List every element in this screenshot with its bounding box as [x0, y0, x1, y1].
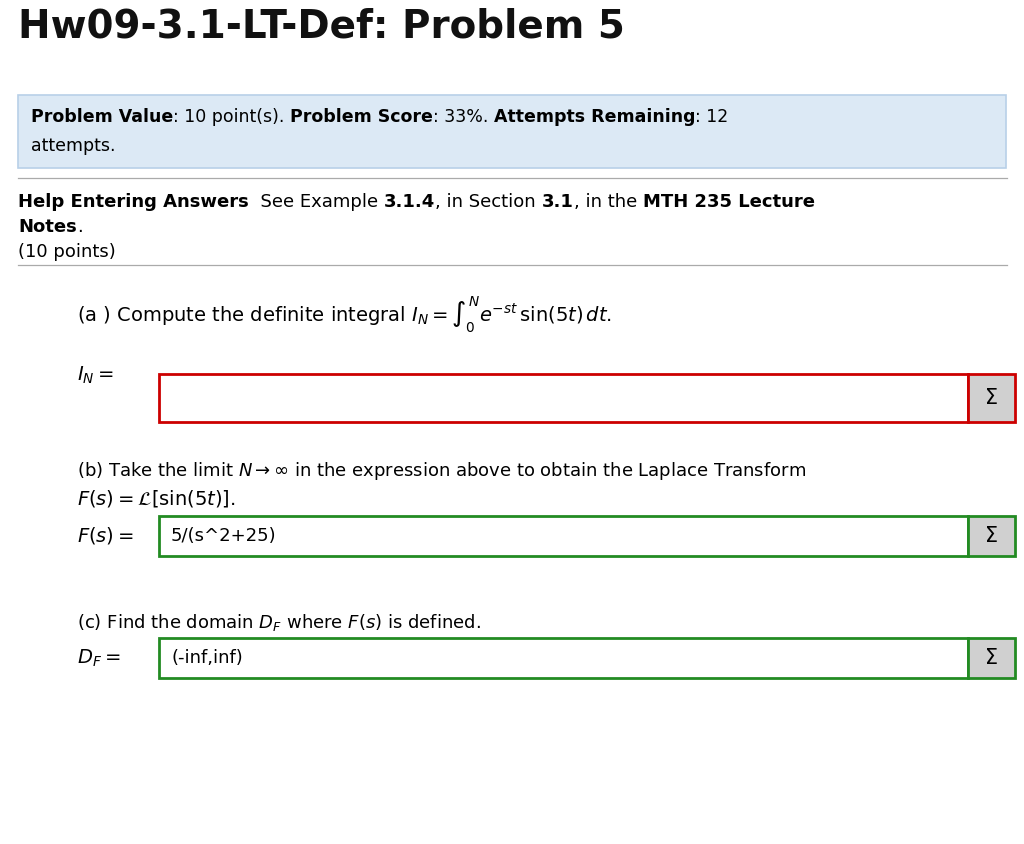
- Text: $\Sigma$: $\Sigma$: [984, 648, 998, 668]
- Text: Problem Score: Problem Score: [290, 108, 433, 126]
- FancyBboxPatch shape: [968, 374, 1015, 422]
- Text: Hw09-3.1-LT-Def: Problem 5: Hw09-3.1-LT-Def: Problem 5: [18, 8, 626, 46]
- Text: Problem Value: Problem Value: [31, 108, 173, 126]
- Text: (c) Find the domain $D_F$ where $F(s)$ is defined.: (c) Find the domain $D_F$ where $F(s)$ i…: [77, 612, 480, 633]
- Text: Notes: Notes: [18, 218, 77, 236]
- Text: See Example: See Example: [249, 193, 384, 211]
- Text: , in the: , in the: [573, 193, 642, 211]
- FancyBboxPatch shape: [159, 374, 968, 422]
- Text: : 33%.: : 33%.: [433, 108, 494, 126]
- Text: $\Sigma$: $\Sigma$: [984, 526, 998, 546]
- FancyBboxPatch shape: [968, 516, 1015, 556]
- Text: MTH 235 Lecture: MTH 235 Lecture: [642, 193, 814, 211]
- FancyBboxPatch shape: [18, 95, 1006, 168]
- Text: 3.1: 3.1: [542, 193, 573, 211]
- FancyBboxPatch shape: [159, 638, 968, 678]
- Text: $I_N =$: $I_N =$: [77, 365, 114, 387]
- Text: , in Section: , in Section: [435, 193, 542, 211]
- Text: $D_F =$: $D_F =$: [77, 647, 121, 668]
- Text: (-inf,inf): (-inf,inf): [171, 649, 243, 667]
- FancyBboxPatch shape: [968, 638, 1015, 678]
- Text: (10 points): (10 points): [18, 243, 116, 261]
- Text: $F(s) = \mathcal{L}\left[\sin(5t)\right].$: $F(s) = \mathcal{L}\left[\sin(5t)\right]…: [77, 488, 236, 509]
- FancyBboxPatch shape: [159, 516, 968, 556]
- Text: attempts.: attempts.: [31, 137, 116, 155]
- Text: Help Entering Answers: Help Entering Answers: [18, 193, 249, 211]
- Text: 3.1.4: 3.1.4: [384, 193, 435, 211]
- Text: $F(s) =$: $F(s) =$: [77, 524, 133, 545]
- Text: Attempts Remaining: Attempts Remaining: [494, 108, 695, 126]
- Text: 5/(s^2+25): 5/(s^2+25): [171, 527, 276, 545]
- Text: .: .: [77, 218, 83, 236]
- Text: : 12: : 12: [695, 108, 728, 126]
- Text: $\Sigma$: $\Sigma$: [984, 388, 998, 408]
- Text: (b) Take the limit $N \to \infty$ in the expression above to obtain the Laplace : (b) Take the limit $N \to \infty$ in the…: [77, 460, 806, 482]
- Text: (a ) Compute the definite integral $I_N = \int_0^{N} e^{-st}\, \sin(5t)\, dt.$: (a ) Compute the definite integral $I_N …: [77, 295, 611, 335]
- Text: : 10 point(s).: : 10 point(s).: [173, 108, 290, 126]
